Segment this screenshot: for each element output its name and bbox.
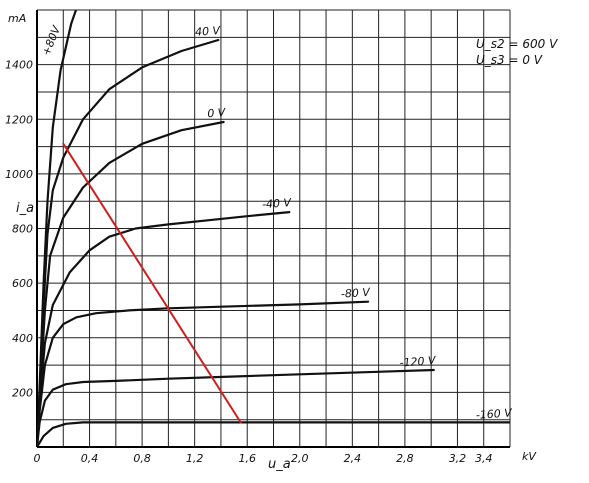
series-label: 0 V bbox=[207, 106, 227, 120]
x-unit-label: kV bbox=[522, 450, 537, 463]
y-tick-label: 1400 bbox=[5, 59, 33, 72]
series-label: -80 V bbox=[340, 286, 371, 301]
annotation-us2: U_s2 = 600 V bbox=[476, 37, 558, 51]
y-tick-label: 800 bbox=[12, 223, 33, 236]
annotation-us3: U_s3 = 0 V bbox=[476, 53, 543, 67]
chart-tick-labels: 0 0,4 0,8 1,2 1,6 2,0 2,4 2,8 3,2 3,4 200 400 600 800… bbox=[5, 59, 492, 465]
chart-series-labels: +80V 40 V 0 V -40 V -80 V -120 V -160 V bbox=[40, 23, 514, 422]
x-axis-label: u_a bbox=[268, 457, 291, 472]
x-tick-label: 0,4 bbox=[81, 452, 99, 465]
y-tick-label: 1000 bbox=[5, 168, 33, 181]
y-tick-label: 1200 bbox=[5, 113, 33, 126]
x-tick-label: 3,2 bbox=[449, 452, 467, 465]
chart-axes bbox=[36, 10, 510, 448]
series-label: 40 V bbox=[195, 24, 222, 39]
series-line bbox=[37, 300, 370, 447]
chart-series bbox=[37, 10, 510, 447]
y-unit-label: mA bbox=[8, 12, 26, 25]
x-tick-label: 2,0 bbox=[291, 452, 309, 465]
y-tick-label: 200 bbox=[12, 386, 33, 399]
series-line bbox=[37, 421, 510, 447]
x-tick-label: 1,2 bbox=[186, 452, 204, 465]
x-tick-label: 3,4 bbox=[475, 452, 493, 465]
series-line bbox=[37, 38, 220, 447]
series-label: +80V bbox=[40, 23, 64, 58]
x-tick-label: 2,8 bbox=[396, 452, 414, 465]
x-tick-label: 0 bbox=[34, 452, 41, 465]
load-line bbox=[62, 142, 242, 424]
x-tick-label: 2,4 bbox=[344, 452, 362, 465]
series-line bbox=[37, 368, 435, 447]
y-tick-label: 400 bbox=[12, 332, 33, 345]
series-line bbox=[37, 211, 291, 447]
series-label: -120 V bbox=[399, 354, 437, 370]
series-line bbox=[37, 120, 225, 447]
chart-grid bbox=[36, 9, 511, 448]
x-tick-label: 1,6 bbox=[238, 452, 256, 465]
x-tick-label: 0,8 bbox=[133, 452, 151, 465]
series-label: -160 V bbox=[475, 406, 513, 422]
y-axis-label: i_a bbox=[16, 201, 34, 216]
y-tick-label: 600 bbox=[12, 277, 33, 290]
series-label: -40 V bbox=[262, 196, 293, 211]
